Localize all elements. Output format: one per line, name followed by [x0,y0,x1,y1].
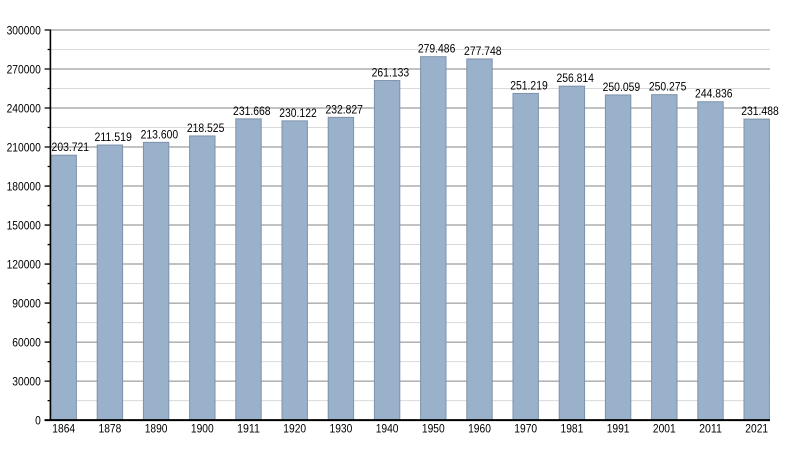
svg-text:30000: 30000 [12,374,41,388]
svg-text:90000: 90000 [12,296,41,310]
svg-text:1911: 1911 [237,422,260,436]
svg-text:211.519: 211.519 [94,130,132,144]
svg-text:1981: 1981 [561,422,584,436]
svg-text:244.836: 244.836 [695,87,733,101]
svg-text:210000: 210000 [7,140,41,154]
svg-text:256.814: 256.814 [556,71,594,85]
svg-text:279.486: 279.486 [418,42,456,56]
svg-text:0: 0 [35,413,41,427]
svg-text:1900: 1900 [191,422,214,436]
svg-text:230.122: 230.122 [279,106,317,120]
svg-text:1930: 1930 [330,422,353,436]
svg-text:250.059: 250.059 [603,80,641,94]
svg-text:2001: 2001 [653,422,676,436]
svg-text:2021: 2021 [745,422,768,436]
svg-text:277.748: 277.748 [464,44,502,58]
svg-text:1878: 1878 [99,422,122,436]
svg-text:1920: 1920 [283,422,306,436]
svg-text:1940: 1940 [376,422,399,436]
svg-text:1991: 1991 [607,422,630,436]
svg-text:213.600: 213.600 [141,127,179,141]
svg-text:60000: 60000 [12,335,41,349]
svg-text:2011: 2011 [699,422,722,436]
svg-text:240000: 240000 [7,101,41,115]
svg-text:150000: 150000 [7,218,41,232]
svg-text:250.275: 250.275 [649,80,687,94]
svg-text:231.668: 231.668 [233,104,271,118]
svg-text:231.488: 231.488 [741,104,779,118]
svg-text:1950: 1950 [422,422,445,436]
svg-text:1970: 1970 [514,422,537,436]
svg-text:251.219: 251.219 [510,78,548,92]
svg-text:232.827: 232.827 [325,102,363,116]
svg-text:218.525: 218.525 [187,121,225,135]
svg-text:180000: 180000 [7,179,41,193]
svg-text:270000: 270000 [7,62,41,76]
svg-text:120000: 120000 [7,257,41,271]
svg-text:300000: 300000 [7,23,41,37]
svg-text:1890: 1890 [145,422,168,436]
svg-text:1960: 1960 [468,422,491,436]
svg-text:261.133: 261.133 [372,65,410,79]
svg-text:203.721: 203.721 [52,140,90,154]
svg-text:1864: 1864 [52,422,75,436]
